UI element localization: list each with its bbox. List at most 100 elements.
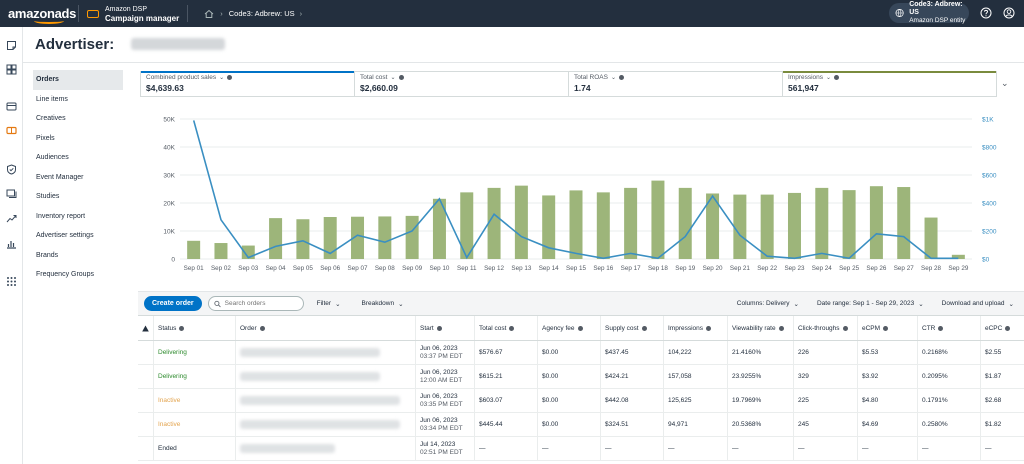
account-switcher[interactable]: Code3: Adbrew: US Amazon DSP entity bbox=[889, 1, 969, 24]
columns-dropdown[interactable]: Columns: Delivery ⌄ bbox=[737, 300, 799, 308]
nav-item-frequency-groups[interactable]: Frequency Groups bbox=[36, 271, 94, 279]
user-icon[interactable] bbox=[1003, 7, 1015, 19]
home-icon[interactable] bbox=[204, 9, 214, 19]
info-icon[interactable] bbox=[641, 325, 647, 331]
breadcrumb: › Code3: Adbrew: US › bbox=[204, 9, 302, 19]
nav-item-advertiser-settings[interactable]: Advertiser settings bbox=[36, 232, 94, 240]
start-time: 03:35 PM EDT bbox=[420, 400, 463, 408]
trend-icon[interactable] bbox=[6, 213, 17, 224]
product-switcher[interactable]: Amazon DSP Campaign manager bbox=[105, 5, 179, 23]
ecpc-cell: — bbox=[985, 445, 992, 452]
nav-item-inventory-report[interactable]: Inventory report bbox=[36, 212, 86, 220]
viewability-cell: 21.4160% bbox=[728, 341, 794, 364]
info-icon[interactable] bbox=[398, 75, 404, 80]
info-icon[interactable] bbox=[1005, 325, 1011, 331]
search-input[interactable] bbox=[224, 300, 303, 307]
bar-chart-icon[interactable] bbox=[6, 238, 17, 249]
nav-item-line-items[interactable]: Line items bbox=[36, 95, 68, 103]
column-header-supply-cost[interactable]: Supply cost bbox=[601, 316, 664, 340]
expand-chart-chevron-icon[interactable]: ⌄ bbox=[1001, 78, 1009, 88]
help-icon[interactable] bbox=[980, 7, 992, 19]
campaign-manager-icon[interactable] bbox=[6, 125, 17, 136]
metric-impressions[interactable]: Impressions ⌄ 561,947 bbox=[782, 71, 997, 97]
amazon-ads-logo[interactable]: amazonads bbox=[8, 6, 76, 24]
notes-icon[interactable] bbox=[6, 40, 17, 51]
impressions-cell: 94,971 bbox=[664, 413, 728, 436]
info-icon[interactable] bbox=[778, 325, 784, 331]
search-orders bbox=[207, 296, 304, 311]
table-row[interactable]: Ended Jul 14, 2023 02:51 PM EDT — — — — — — — — — bbox=[138, 437, 1024, 461]
dashboard-icon[interactable] bbox=[6, 64, 17, 75]
table-row[interactable]: Delivering Jun 06, 2023 12:00 AM EDT $615.2… bbox=[138, 365, 1024, 389]
order-name-cell[interactable] bbox=[236, 413, 416, 436]
chevron-down-icon[interactable]: ⌄ bbox=[610, 75, 616, 81]
info-icon[interactable] bbox=[227, 75, 233, 80]
start-time: 03:37 PM EDT bbox=[420, 352, 463, 360]
wallet-icon[interactable] bbox=[6, 101, 17, 112]
chevron-down-icon[interactable]: ⌄ bbox=[826, 75, 832, 81]
info-icon[interactable] bbox=[938, 325, 944, 331]
download-upload-dropdown[interactable]: Download and upload ⌄ bbox=[942, 300, 1014, 308]
ecpm-cell: $5.53 bbox=[858, 341, 918, 364]
column-header-viewability[interactable]: Viewability rate bbox=[728, 316, 794, 340]
chevron-down-icon[interactable]: ⌄ bbox=[390, 75, 396, 81]
column-header-impressions[interactable]: Impressions bbox=[664, 316, 728, 340]
metric-combined-product-sales[interactable]: Combined product sales ⌄ $4,639.63 bbox=[140, 71, 354, 97]
shield-icon[interactable] bbox=[6, 164, 17, 175]
table-row[interactable]: Delivering Jun 06, 2023 03:37 PM EDT $576.6… bbox=[138, 341, 1024, 365]
media-icon[interactable] bbox=[6, 188, 17, 199]
order-name-cell[interactable] bbox=[236, 389, 416, 412]
info-icon[interactable] bbox=[436, 325, 442, 331]
order-name-cell[interactable] bbox=[236, 365, 416, 388]
impressions-bar bbox=[569, 190, 583, 259]
chevron-down-icon[interactable]: ⌄ bbox=[219, 75, 225, 81]
info-icon[interactable] bbox=[577, 325, 583, 331]
metric-value: 561,947 bbox=[788, 83, 819, 93]
info-icon[interactable] bbox=[179, 325, 185, 331]
metric-label: Total cost bbox=[360, 74, 388, 81]
order-name-cell[interactable] bbox=[236, 341, 416, 364]
supply-cost-cell: — bbox=[601, 437, 664, 460]
column-header-ctr[interactable]: CTR bbox=[918, 316, 981, 340]
date-range-dropdown[interactable]: Date range: Sep 1 - Sep 29, 2023 ⌄ bbox=[817, 300, 924, 308]
agency-fee-cell: — bbox=[538, 437, 601, 460]
table-row[interactable]: Inactive Jun 06, 2023 03:35 PM EDT $603.07 $… bbox=[138, 389, 1024, 413]
column-header-click-throughs[interactable]: Click-throughs bbox=[794, 316, 858, 340]
impressions-bar bbox=[733, 194, 747, 259]
create-order-button[interactable]: Create order bbox=[144, 296, 202, 311]
info-icon[interactable] bbox=[509, 325, 515, 331]
nav-item-orders[interactable]: Orders bbox=[33, 70, 123, 90]
info-icon[interactable] bbox=[883, 325, 889, 331]
column-header-agency-fee[interactable]: Agency fee bbox=[538, 316, 601, 340]
info-icon[interactable] bbox=[842, 325, 848, 331]
column-header-ecpc[interactable]: eCPC bbox=[981, 316, 1020, 340]
breadcrumb-account[interactable]: Code3: Adbrew: US bbox=[228, 9, 295, 18]
order-name-redacted bbox=[240, 348, 380, 357]
nav-item-studies[interactable]: Studies bbox=[36, 193, 60, 201]
column-header-order[interactable]: Order bbox=[236, 316, 416, 340]
divider bbox=[78, 5, 79, 22]
info-icon[interactable] bbox=[619, 75, 624, 80]
x-tick-label: Sep 15 bbox=[566, 265, 586, 272]
column-header-total-cost[interactable]: Total cost bbox=[475, 316, 538, 340]
column-header-ecpm[interactable]: eCPM bbox=[858, 316, 918, 340]
start-date: Jun 06, 2023 bbox=[420, 416, 458, 424]
column-header-status[interactable]: Status bbox=[154, 316, 236, 340]
metric-total-roas[interactable]: Total ROAS ⌄ 1.74 bbox=[568, 71, 782, 97]
column-header-start[interactable]: Start bbox=[416, 316, 475, 340]
info-icon[interactable] bbox=[834, 75, 840, 80]
info-icon[interactable] bbox=[259, 325, 265, 331]
filter-dropdown[interactable]: Filter ⌄ bbox=[317, 300, 341, 308]
apps-grid-icon[interactable] bbox=[6, 276, 17, 287]
nav-item-creatives[interactable]: Creatives bbox=[36, 115, 66, 123]
breakdown-dropdown[interactable]: Breakdown ⌄ bbox=[362, 300, 404, 308]
nav-item-event-manager[interactable]: Event Manager bbox=[36, 173, 84, 181]
info-icon[interactable] bbox=[706, 325, 712, 331]
nav-item-brands[interactable]: Brands bbox=[36, 251, 59, 259]
nav-item-pixels[interactable]: Pixels bbox=[36, 134, 55, 142]
table-row[interactable]: Inactive Jun 06, 2023 03:34 PM EDT $445.44 $… bbox=[138, 413, 1024, 437]
nav-item-audiences[interactable]: Audiences bbox=[36, 154, 69, 162]
order-name-cell[interactable] bbox=[236, 437, 416, 460]
metric-total-cost[interactable]: Total cost ⌄ $2,660.09 bbox=[354, 71, 568, 97]
start-date: Jun 06, 2023 bbox=[420, 392, 458, 400]
